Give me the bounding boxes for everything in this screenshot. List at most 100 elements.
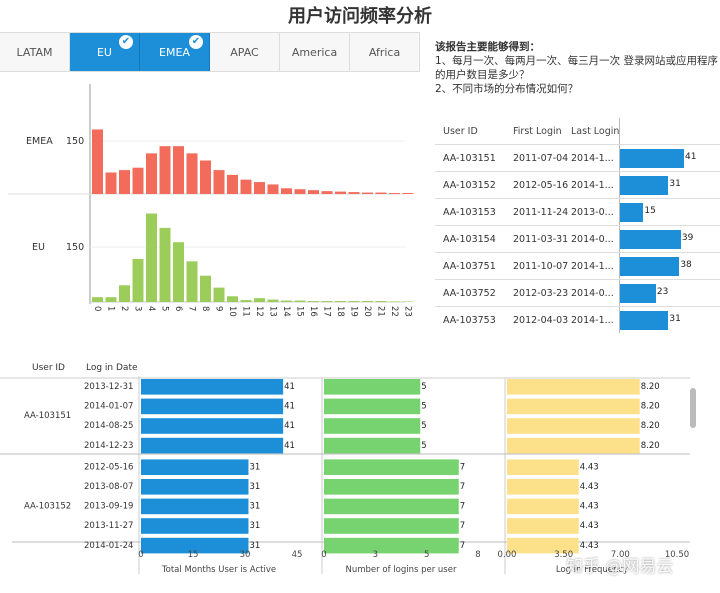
tab-label: EU (96, 45, 112, 59)
months-label: 15 (644, 206, 656, 216)
x-tick-label: 30 (240, 550, 251, 560)
watermark: 知乎 @网易云 (566, 557, 674, 577)
x-tick-label: 21 (376, 306, 386, 317)
value-bar (324, 459, 459, 475)
table-row[interactable]: AA-103752 2012-03-23 2014-0... 23 (435, 279, 720, 306)
value-label: 41 (284, 421, 295, 431)
value-label: 41 (284, 441, 295, 451)
bar-cell: 38 (619, 253, 720, 279)
value-label: 5 (421, 402, 426, 412)
months-bar (620, 257, 680, 276)
histogram-bar (267, 299, 279, 302)
user-id-cell: AA-103151 (443, 152, 496, 164)
col-header-user-id[interactable]: User ID (32, 363, 65, 373)
value-label: 8.20 (641, 402, 660, 412)
table-row[interactable]: AA-103751 2011-10-07 2014-1... 38 (435, 252, 720, 279)
table-row[interactable]: AA-103753 2012-04-03 2014-1... 31 (435, 306, 720, 333)
value-bar (507, 479, 579, 495)
last-login-cell: 2014-0... (571, 233, 614, 245)
value-label: 7 (460, 502, 465, 512)
histogram-bar (362, 192, 373, 194)
vertical-scrollbar[interactable] (690, 388, 696, 428)
info-line-2: 2、不同市场的分布情况如何？ (435, 83, 579, 95)
x-tick-label: 1 (106, 306, 116, 311)
bar-cell: 15 (619, 199, 720, 225)
value-bar (141, 498, 249, 515)
tab-africa[interactable]: Africa (350, 33, 420, 71)
histogram-bar (186, 261, 198, 302)
table-row[interactable]: AA-103154 2011-03-31 2014-0... 39 (435, 225, 720, 252)
value-label: 4.43 (580, 462, 599, 472)
tab-america[interactable]: America (280, 33, 350, 71)
histogram-bar (105, 297, 117, 302)
bar-cell: 31 (619, 172, 720, 198)
histogram-bar (200, 160, 211, 194)
x-tick-label: 13 (268, 306, 278, 317)
log-in-date-cell: 2012-05-16 (84, 462, 133, 472)
histogram-bar (227, 296, 238, 302)
log-in-date-cell: 2013-11-27 (84, 521, 133, 531)
x-tick-label: 7.00 (611, 550, 630, 560)
tab-latam[interactable]: LATAM (0, 33, 70, 71)
histogram-bar (173, 242, 184, 302)
histogram-bar (308, 190, 319, 194)
tab-emea[interactable]: EMEA ✔ (140, 33, 210, 71)
x-axis-label: Log in Frequency (556, 565, 628, 575)
x-tick-label: 20 (362, 306, 372, 317)
histogram-bar (402, 193, 414, 194)
first-login-cell: 2011-07-04 (513, 152, 569, 164)
histogram-bar (213, 287, 225, 302)
histogram-bar (362, 301, 373, 302)
col-header-user-id[interactable]: User ID (443, 125, 478, 137)
x-axis-label: Number of logins per user (346, 565, 457, 575)
x-tick-label: 8 (475, 550, 480, 560)
months-label: 38 (680, 260, 692, 270)
emea-ytick: 150 (66, 136, 84, 147)
tab-apac[interactable]: APAC (210, 33, 280, 71)
histogram-bar (240, 179, 252, 194)
table-row[interactable]: AA-103153 2011-11-24 2013-0... 15 (435, 198, 720, 225)
value-label: 31 (249, 482, 260, 492)
table-row[interactable]: AA-103151 2011-07-04 2014-1... 41 (435, 144, 720, 171)
emea-series-label: EMEA (26, 136, 53, 147)
value-bar (141, 479, 249, 495)
value-bar (141, 518, 249, 534)
last-login-cell: 2014-1... (571, 179, 614, 191)
histogram-bar (321, 301, 333, 302)
months-bar (620, 203, 644, 222)
value-label: 4.43 (580, 482, 599, 492)
histogram-bar (348, 301, 360, 302)
user-summary-table: User ID First Login Last Login AA-103151… (435, 118, 720, 333)
user-id-cell: AA-103752 (443, 287, 496, 299)
x-tick-label: 4 (146, 306, 156, 311)
value-bar (141, 398, 284, 415)
histogram-bar (92, 129, 103, 194)
x-tick-label: 0 (92, 306, 102, 311)
bar-cell: 39 (619, 226, 720, 252)
histogram-bar (159, 146, 171, 194)
value-bar (141, 379, 284, 395)
histogram-bar (186, 153, 198, 194)
col-header-first-login[interactable]: First Login (513, 125, 562, 137)
x-tick-label: 15 (295, 306, 305, 317)
log-in-date-cell: 2014-01-07 (84, 402, 133, 412)
tab-eu[interactable]: EU ✔ (70, 33, 140, 71)
histogram-bar (119, 170, 130, 194)
login-detail-table: User ID Log in Date (0, 358, 720, 578)
log-in-date-cell: 2013-09-19 (84, 502, 133, 512)
value-bar (141, 437, 284, 454)
x-tick-label: 14 (281, 306, 291, 317)
value-bar (324, 418, 421, 434)
value-bar (324, 498, 459, 515)
histogram-bar (294, 300, 306, 302)
last-login-cell: 2013-0... (571, 206, 614, 218)
histogram-bar (335, 301, 346, 302)
table-row[interactable]: AA-103152 2012-05-16 2014-1... 31 (435, 171, 720, 198)
col-header-last-login[interactable]: Last Login (571, 125, 619, 137)
col-header-log-in-date[interactable]: Log in Date (86, 363, 138, 373)
x-tick-label: 15 (188, 550, 199, 560)
x-tick-label: 23 (403, 306, 413, 317)
value-label: 7 (460, 541, 465, 551)
tab-label: APAC (230, 45, 259, 59)
x-tick-label: 17 (322, 306, 332, 317)
